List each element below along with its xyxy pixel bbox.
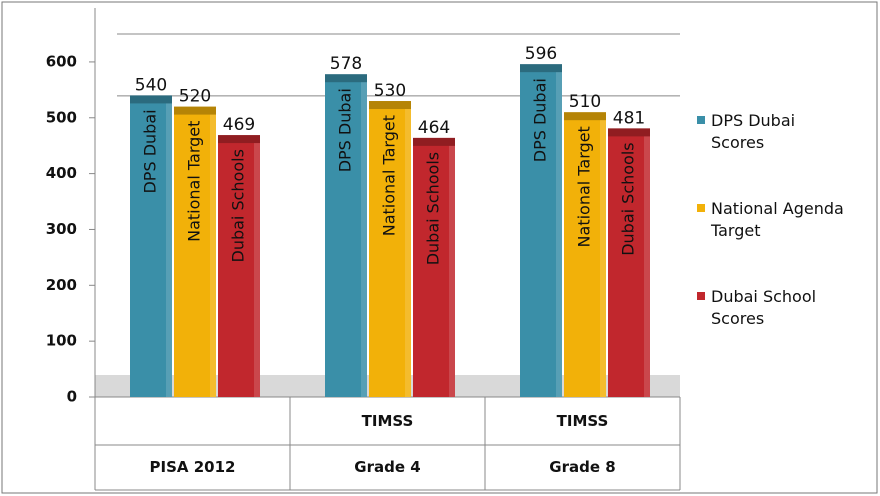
y-tick-label: 200 <box>46 276 77 294</box>
bar-label: National Target <box>185 121 204 242</box>
bar-side <box>166 103 172 397</box>
bar-side <box>556 72 562 397</box>
bar <box>608 128 650 397</box>
bar <box>413 137 455 397</box>
legend-label: DPS Dubai Scores <box>711 111 796 152</box>
value-label: 481 <box>613 108 645 128</box>
bar-label: DPS Dubai <box>336 88 355 172</box>
bar-label: Dubai Schools <box>229 149 248 262</box>
x-tick-label: TIMSS Grade 8 <box>549 412 616 476</box>
bar <box>174 106 216 397</box>
bar-cap <box>608 128 650 137</box>
bar <box>218 135 260 397</box>
legend-swatch <box>697 116 705 124</box>
y-tick-label: 600 <box>46 52 77 70</box>
bar-cap <box>325 74 367 83</box>
legend-swatch <box>697 292 705 300</box>
bar-label: DPS Dubai <box>141 109 160 193</box>
x-tick-label: PISA 2012 <box>149 458 236 476</box>
bar-cap <box>218 135 260 144</box>
bar <box>369 101 411 397</box>
bar <box>520 64 562 397</box>
y-tick-label: 0 <box>67 388 77 406</box>
bar-side <box>405 109 411 397</box>
legend-swatch <box>697 204 705 212</box>
bar-side <box>254 143 260 397</box>
value-label: 464 <box>418 118 450 138</box>
bar-label: National Target <box>575 126 594 247</box>
value-label: 520 <box>179 87 211 107</box>
y-tick-label: 100 <box>46 332 77 350</box>
bar-side <box>449 145 455 397</box>
bar-side <box>644 136 650 397</box>
bar-label: Dubai Schools <box>424 152 443 265</box>
value-label: 540 <box>135 75 167 95</box>
bar-cap <box>564 112 606 121</box>
x-tick-label: TIMSS Grade 4 <box>354 412 421 476</box>
bar <box>564 112 606 397</box>
bar-label: DPS Dubai <box>531 78 550 162</box>
bar-side <box>361 82 367 397</box>
bar-side <box>600 120 606 397</box>
bar-cap <box>174 106 216 115</box>
bar <box>325 74 367 397</box>
bar-cap <box>369 101 411 110</box>
value-label: 596 <box>525 44 557 64</box>
bar-cap <box>520 64 562 73</box>
bar-cap <box>130 95 172 104</box>
value-label: 578 <box>330 54 362 74</box>
y-tick-label: 300 <box>46 220 77 238</box>
value-label: 510 <box>569 92 601 112</box>
bar-cap <box>413 137 455 146</box>
legend-label: Dubai School Scores <box>711 287 817 328</box>
y-tick-label: 400 <box>46 164 77 182</box>
value-label: 469 <box>223 115 255 135</box>
bar-label: Dubai Schools <box>619 142 638 255</box>
value-label: 530 <box>374 81 406 101</box>
bar-side <box>210 114 216 397</box>
y-tick-label: 500 <box>46 108 77 126</box>
legend-label: National Agenda Target <box>711 199 844 240</box>
bar-label: National Target <box>380 115 399 236</box>
bar <box>130 95 172 397</box>
